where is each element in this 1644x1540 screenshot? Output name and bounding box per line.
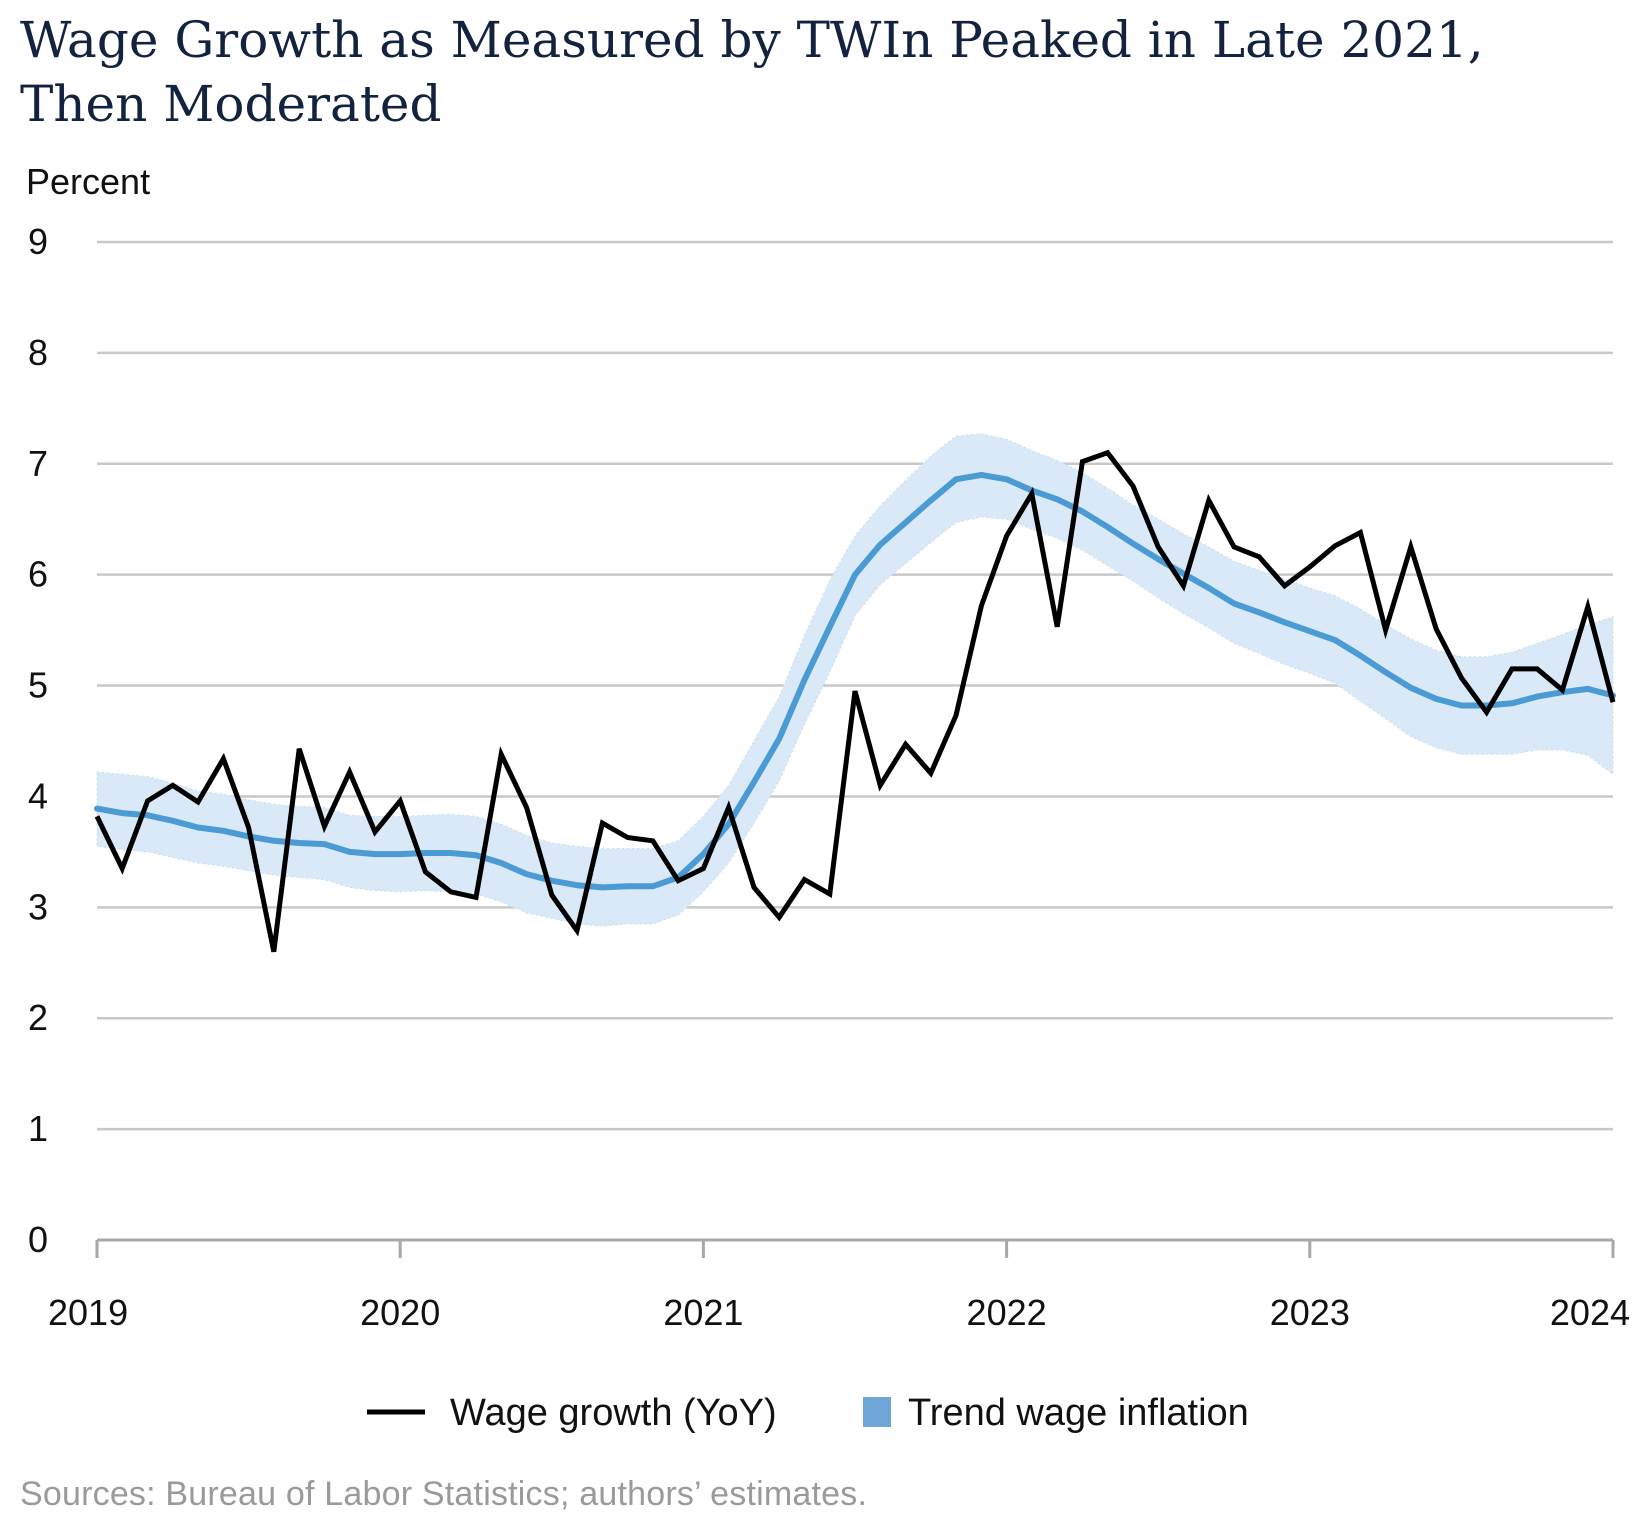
chart-title: Wage Growth as Measured by TWIn Peaked i… [20,11,1484,133]
x-tick-label: 2023 [1270,1292,1350,1333]
y-tick-label: 5 [28,665,48,706]
y-tick-label: 3 [28,886,48,927]
y-tick-label: 4 [28,775,48,816]
y-tick-label: 9 [28,221,48,262]
y-tick-label: 6 [28,554,48,595]
x-tick-label: 2022 [967,1292,1047,1333]
y-axis-label: Percent [26,161,150,202]
axes-layer: 2019 2020 2021 2022 2023 2024 [48,1238,1630,1333]
y-tick-label: 2 [28,997,48,1038]
trend-band-layer [96,433,1614,927]
gridlines: 0 1 2 3 4 5 6 7 8 9 [28,221,1613,1260]
legend: Wage growth (YoY) Trend wage inflation [367,1392,1249,1434]
x-tick-label: 2020 [360,1292,440,1333]
y-tick-label: 1 [28,1108,48,1149]
x-tick-label: 2021 [663,1292,743,1333]
trend-wage-inflation-line [94,471,1616,891]
x-tick-label: 2019 [48,1292,128,1333]
trend-confidence-band [96,433,1614,927]
legend-trend-swatch [863,1397,891,1427]
x-tick-label: 2024 [1550,1292,1630,1333]
y-tick-label: 7 [28,443,48,484]
y-tick-label: 0 [28,1219,48,1260]
series-layer [94,449,1616,953]
y-tick-label: 8 [28,332,48,373]
legend-trend-label: Trend wage inflation [908,1392,1249,1434]
wage-growth-line [94,449,1616,953]
source-note: Sources: Bureau of Labor Statistics; aut… [20,1475,868,1513]
legend-wage-growth-label: Wage growth (YoY) [450,1392,777,1434]
